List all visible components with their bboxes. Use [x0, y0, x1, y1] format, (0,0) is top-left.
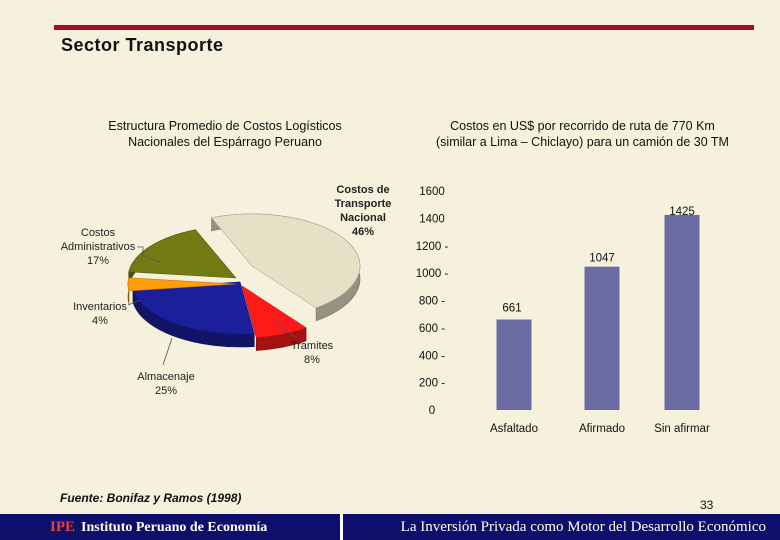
footer-org-name: Instituto Peruano de Economía [81, 520, 268, 535]
bar-value-label: 661 [502, 303, 521, 315]
footer-org: IPE Instituto Peruano de Economía [50, 519, 267, 536]
y-tick-label: 1000 - [416, 268, 449, 280]
footer-org-acronym: IPE [50, 519, 76, 535]
leader-line-inventarios [127, 299, 141, 306]
y-tick-label: 1400 [419, 213, 445, 225]
pie-slice-inventarios [127, 277, 237, 292]
pie-category-label-tramites: Tramites [291, 340, 334, 352]
footer-bar: IPE Instituto Peruano de Economía La Inve… [0, 514, 780, 540]
pie-value-label-tramites: 8% [304, 354, 320, 366]
pie-value-label-inventarios: 4% [92, 315, 108, 327]
slide-title: Sector Transporte [61, 35, 224, 55]
y-tick-label: 0 [429, 405, 435, 417]
y-tick-label: 1200 - [416, 241, 449, 253]
x-category-label: Sin afirmar [654, 423, 710, 435]
pie-value-label-transporte: 46% [352, 226, 374, 238]
leader-line-administrativos [137, 246, 161, 263]
leader-line-almacenaje [162, 337, 173, 366]
footer-divider [340, 514, 343, 540]
bar-value-label: 1047 [589, 253, 615, 265]
pie-category-label-transporte: Costos de [336, 184, 389, 196]
pie-title-line-1: Estructura Promedio de Costos Logísticos [108, 119, 342, 133]
pie-category-label-almacenaje: Almacenaje [137, 371, 194, 383]
pie-value-label-administrativos: 17% [87, 255, 109, 267]
bar-title-line-1: Costos en US$ por recorrido de ruta de 7… [450, 119, 715, 133]
pie-category-label-transporte: Transporte [335, 198, 392, 210]
pie-slice-almacenaje [132, 281, 255, 335]
title-rule [54, 25, 754, 30]
bar-value-label: 1425 [669, 206, 695, 218]
pie-value-label-almacenaje: 25% [155, 385, 177, 397]
pie-slice-transporte [210, 213, 361, 309]
pie-slice-administrativos [128, 229, 237, 279]
pie-category-label-inventarios: Inventarios [73, 301, 127, 313]
source-note: Fuente: Bonifaz y Ramos (1998) [60, 491, 242, 505]
page-number: 33 [700, 498, 714, 512]
y-tick-label: 800 - [419, 296, 445, 308]
y-tick-label: 200 - [419, 378, 445, 390]
bar-title-line-2: (similar a Lima – Chiclayo) para un cami… [436, 135, 729, 149]
footer-tagline: La Inversión Privada como Motor del Desa… [400, 519, 766, 535]
pie-category-label-administrativos: Administrativos [61, 241, 136, 253]
bar-afirmado [584, 266, 620, 410]
y-tick-label: 400 - [419, 350, 445, 362]
pie-chart-title: Estructura Promedio de Costos Logísticos… [70, 118, 380, 150]
bar-sin-afirmar [664, 214, 700, 410]
pie-slice-tramites [241, 285, 307, 338]
x-category-label: Afirmado [579, 423, 625, 435]
x-category-label: Asfaltado [490, 423, 538, 435]
leader-line-tramites [274, 321, 297, 339]
pie-category-label-administrativos: Costos [81, 227, 116, 239]
bar-asfaltado [496, 319, 532, 410]
y-tick-label: 600 - [419, 323, 445, 335]
pie-category-label-transporte: Nacional [340, 212, 386, 224]
bar-chart-title: Costos en US$ por recorrido de ruta de 7… [405, 118, 760, 150]
y-tick-label: 1600 [419, 186, 445, 198]
pie-title-line-2: Nacionales del Espárrago Peruano [128, 135, 322, 149]
